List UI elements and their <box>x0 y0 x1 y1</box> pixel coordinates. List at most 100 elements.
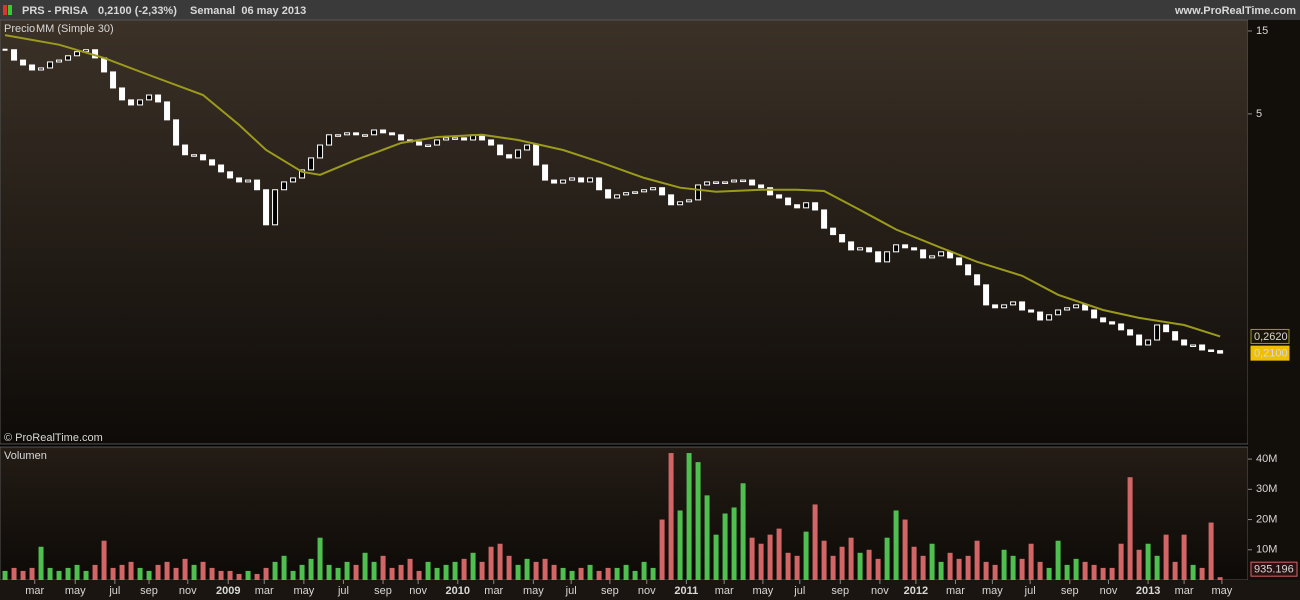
candle <box>929 255 936 259</box>
last-value-box <box>1250 561 1298 577</box>
x-tick-label: may <box>752 585 773 597</box>
candle <box>713 181 720 184</box>
candle <box>740 179 747 183</box>
volume-bar <box>1172 561 1178 580</box>
volume-bar <box>272 561 278 580</box>
moving-average <box>4 34 1221 338</box>
volume-bar <box>155 564 161 580</box>
x-tick-label: sep <box>140 585 158 597</box>
volume-bar <box>128 561 134 580</box>
candle <box>218 164 225 173</box>
volume-bar <box>704 495 710 580</box>
candle <box>1199 344 1206 351</box>
candle <box>452 137 459 140</box>
candle <box>1154 324 1161 341</box>
candle <box>848 241 855 251</box>
legend-price: Precio <box>4 23 35 35</box>
volume-bar <box>722 513 728 580</box>
volume-bar <box>326 564 332 580</box>
volume-bar <box>785 552 791 580</box>
volume-bar <box>758 543 764 580</box>
volume-bar <box>299 564 305 580</box>
volume-bar <box>1136 549 1142 580</box>
volume-bar <box>92 564 98 580</box>
volume-bar <box>1127 477 1133 580</box>
volume-bar <box>317 537 323 580</box>
candle <box>308 157 315 171</box>
volume-bar <box>1100 567 1106 580</box>
x-tick-label: 2010 <box>446 585 470 597</box>
candle <box>1181 339 1188 346</box>
candle <box>731 179 738 183</box>
volume-bar <box>182 558 188 580</box>
volume-bar <box>830 555 836 580</box>
volume-bar <box>245 570 251 580</box>
volume-bar <box>524 558 530 580</box>
volume-bar <box>965 555 971 580</box>
volume-bar <box>857 552 863 580</box>
volume-bar <box>254 573 260 580</box>
x-tick-label: jul <box>565 585 577 597</box>
candle <box>668 194 675 206</box>
x-tick-label: jul <box>1024 585 1036 597</box>
candle <box>74 51 81 57</box>
x-tick-label: sep <box>1061 585 1079 597</box>
volume-bar <box>938 561 944 580</box>
candle <box>614 194 621 199</box>
candle <box>182 144 189 156</box>
candle <box>164 101 171 121</box>
copyright: © ProRealTime.com <box>4 432 103 444</box>
candle <box>200 154 207 161</box>
candle <box>974 274 981 286</box>
volume-bar <box>164 561 170 580</box>
volume-bar <box>1010 555 1016 580</box>
volume-bar <box>1073 558 1079 580</box>
x-tick-label: nov <box>1100 585 1118 597</box>
last-value-label: 0,2100 <box>1254 348 1288 360</box>
x-tick-label: nov <box>638 585 656 597</box>
candle <box>461 137 468 141</box>
volume-bar <box>434 567 440 580</box>
candle <box>236 177 243 183</box>
volume-panel <box>0 446 1249 581</box>
candle <box>254 179 261 191</box>
volume-bar <box>668 453 674 580</box>
volume-bar <box>83 570 89 580</box>
volume-bar <box>794 555 800 580</box>
candle <box>893 244 900 253</box>
candle <box>623 192 630 196</box>
candle <box>29 64 36 71</box>
x-tick-label: 2009 <box>216 585 240 597</box>
candle <box>884 251 891 263</box>
volume-bar <box>623 564 629 580</box>
volume-bar <box>974 540 980 580</box>
volume-bar <box>596 570 602 580</box>
site: www.ProRealTime.com <box>1174 5 1296 17</box>
x-tick-label: may <box>293 585 314 597</box>
y-tick-label: 5 <box>1256 108 1262 120</box>
volume-bar <box>821 540 827 580</box>
volume-bar <box>911 546 917 580</box>
volume-bar <box>686 453 692 580</box>
volume-bar <box>1118 543 1124 580</box>
candle <box>263 189 270 226</box>
x-tick-label: jul <box>337 585 349 597</box>
candle <box>488 139 495 146</box>
volume-bar <box>335 567 341 580</box>
volume-bar <box>416 570 422 580</box>
volume-bar <box>533 561 539 580</box>
candle <box>425 144 432 148</box>
candle <box>272 189 279 226</box>
x-tick-label: mar <box>484 585 503 597</box>
icon <box>3 5 7 15</box>
candle <box>56 59 63 63</box>
volume-bar <box>542 558 548 580</box>
candle <box>110 71 117 89</box>
candle <box>371 129 378 136</box>
volume-bar <box>1217 577 1223 580</box>
candle <box>1163 324 1170 333</box>
candle <box>1208 349 1215 352</box>
candle <box>605 189 612 199</box>
candle <box>776 194 783 199</box>
